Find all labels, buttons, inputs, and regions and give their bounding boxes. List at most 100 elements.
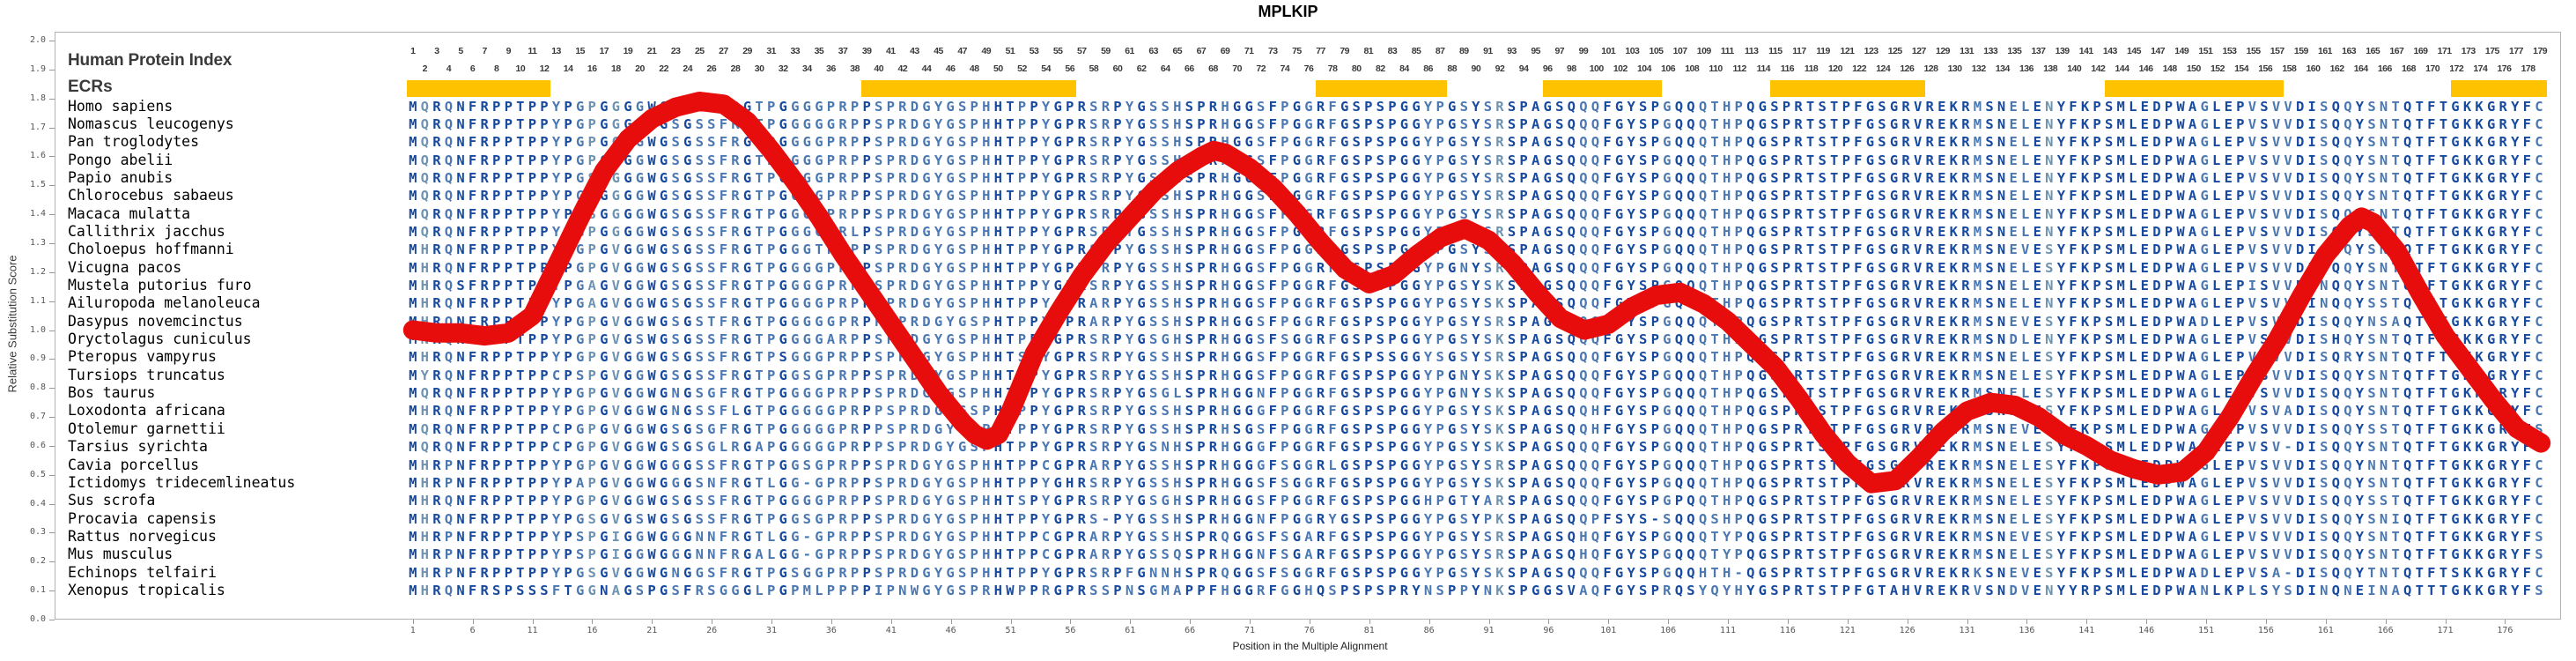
residue: S [1483, 349, 1493, 366]
residue: H [420, 349, 430, 366]
residue: C [2535, 152, 2543, 168]
residue: P [1017, 259, 1027, 276]
residue: R [432, 546, 441, 563]
residue: Y [1627, 223, 1635, 240]
residue: S [1483, 205, 1493, 222]
residue: H [1173, 510, 1182, 527]
residue: G [2200, 205, 2209, 222]
residue: P [1281, 367, 1289, 383]
residue: R [1316, 295, 1325, 312]
residue: R [1101, 134, 1111, 151]
residue: F [2427, 457, 2436, 473]
residue: E [2140, 528, 2150, 545]
residue: G [1232, 152, 1242, 168]
residue: S [707, 457, 716, 473]
residue: H [1173, 98, 1182, 115]
residue: F [2427, 474, 2436, 491]
residue: S [1818, 349, 1827, 366]
residue: G [1304, 457, 1313, 473]
residue: Q [420, 115, 430, 132]
residue: Y [2511, 385, 2520, 402]
residue: Q [1591, 474, 1600, 491]
position-number: 47 [957, 46, 967, 56]
residue: P [1197, 98, 1206, 115]
residue: W [647, 205, 656, 222]
position-number: 20 [635, 63, 645, 74]
residue: R [1901, 134, 1910, 151]
residue: G [815, 474, 823, 491]
position-number: 59 [1101, 46, 1111, 56]
residue: S [1148, 420, 1158, 437]
position-number: 154 [2234, 63, 2249, 74]
residue: D [2295, 457, 2305, 473]
residue: D [910, 223, 919, 240]
residue: V [611, 349, 621, 366]
residue: S [2104, 367, 2114, 383]
residue: S [695, 188, 704, 204]
residue: P [1436, 188, 1444, 204]
residue: H [1173, 278, 1182, 293]
residue: K [2475, 385, 2484, 402]
species-name: Procavia capensis [68, 509, 217, 527]
species-name: Homo sapiens [68, 97, 173, 115]
residue: R [480, 367, 489, 383]
residue: S [875, 457, 883, 473]
residue: P [1017, 385, 1027, 402]
residue: V [611, 313, 621, 330]
residue: G [1304, 493, 1313, 509]
residue: P [540, 295, 549, 312]
residue: P [1436, 169, 1444, 186]
residue: S [707, 188, 716, 204]
residue: P [1364, 259, 1373, 276]
residue: G [659, 385, 668, 402]
residue: G [575, 134, 585, 151]
residue: F [1268, 367, 1277, 383]
residue: S [707, 349, 716, 366]
residue: S [957, 223, 967, 240]
position-number: 128 [1923, 63, 1938, 74]
residue: P [1842, 152, 1850, 168]
residue: S [1614, 510, 1624, 527]
residue: G [1614, 205, 1624, 222]
residue: D [2295, 331, 2305, 348]
residue: S [1148, 510, 1158, 527]
residue: G [1292, 115, 1302, 132]
residue: P [504, 295, 513, 312]
residue: G [707, 439, 716, 456]
residue: Y [934, 152, 943, 168]
residue: Q [1579, 439, 1588, 456]
residue: P [1113, 278, 1122, 293]
residue: M [409, 439, 417, 456]
residue: F [2069, 295, 2078, 312]
residue: Q [1746, 188, 1755, 204]
position-number [1625, 63, 1637, 74]
residue: C [2535, 169, 2543, 186]
residue: S [2367, 205, 2376, 222]
residue: G [1257, 403, 1266, 420]
residue: S [1710, 510, 1719, 527]
residue: S [957, 546, 967, 563]
residue: K [1949, 134, 1959, 151]
residue: R [1901, 457, 1910, 473]
residue: Q [1579, 169, 1588, 186]
residue: G [742, 205, 752, 222]
residue: R [1961, 403, 1970, 420]
residue: P [1842, 259, 1850, 276]
residue: E [2033, 278, 2041, 293]
residue: R [850, 313, 860, 330]
residue: S [1161, 510, 1170, 527]
residue: I [2248, 278, 2257, 293]
residue: D [2152, 115, 2161, 132]
residue: M [1973, 241, 1982, 258]
residue: P [2164, 115, 2174, 132]
residue: F [1603, 420, 1612, 437]
residue: P [982, 313, 991, 330]
residue: G [1292, 439, 1302, 456]
residue: G [802, 115, 812, 132]
residue: G [2451, 152, 2460, 168]
residue: R [898, 510, 907, 527]
residue: Q [2343, 241, 2352, 258]
residue: Y [934, 367, 943, 383]
residue: P [970, 367, 978, 383]
